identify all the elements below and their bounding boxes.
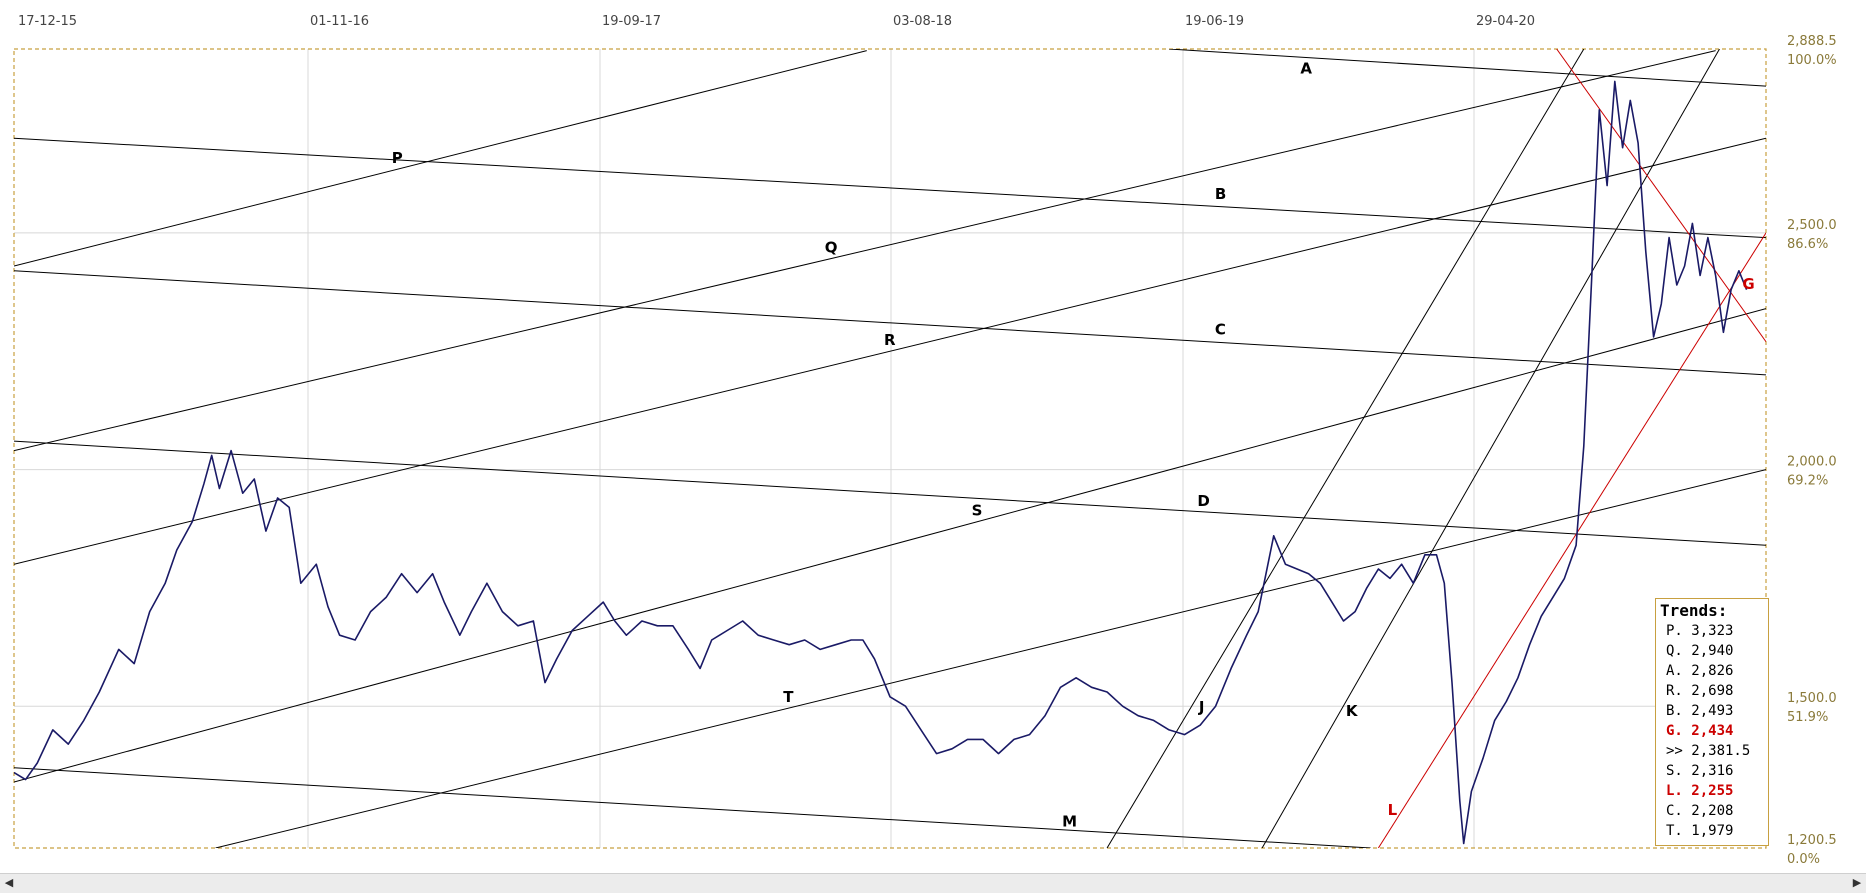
trend-entry: L. 2,255	[1666, 783, 1734, 799]
trendline-label-A: A	[1300, 60, 1312, 78]
trendline-B	[14, 137, 1766, 239]
trendline-label-K: K	[1346, 702, 1359, 720]
trend-entry: S. 2,316	[1666, 763, 1734, 779]
trendline-label-P: P	[392, 149, 403, 167]
y-tick-percent: 86.6%	[1787, 237, 1828, 252]
y-tick-label: 1,500.0	[1787, 691, 1837, 706]
trendline-label-M: M	[1062, 812, 1077, 830]
y-tick-label: 2,000.0	[1787, 455, 1837, 470]
trendline-label-D: D	[1197, 492, 1209, 510]
trendline-C	[14, 270, 1766, 376]
trend-entry: B. 2,493	[1666, 703, 1734, 719]
trend-entry: G. 2,434	[1666, 723, 1734, 739]
y-tick-percent: 0.0%	[1787, 852, 1820, 867]
x-tick-label: 03-08-18	[893, 14, 952, 29]
arrow-left-icon[interactable]: ◀	[4, 876, 14, 889]
x-tick-label: 19-09-17	[602, 14, 661, 29]
x-tick-label: 17-12-15	[18, 14, 77, 29]
trendline-label-Q: Q	[825, 239, 838, 257]
trendline-J	[1106, 49, 1585, 848]
trends-legend-title: Trends:	[1660, 601, 1728, 620]
y-tick-percent: 100.0%	[1787, 53, 1837, 68]
trends-legend: Trends: P. 3,323 Q. 2,940 A. 2,826 R. 2,698…	[1655, 598, 1769, 846]
y-tick-percent: 51.9%	[1787, 710, 1828, 725]
trendline-L	[1377, 232, 1766, 848]
price-chart: 17-12-15 01-11-16 19-09-17 03-08-18 19-06-19…	[13, 14, 1837, 867]
arrow-right-icon[interactable]: ▶	[1852, 876, 1862, 889]
trendline-M	[14, 767, 1371, 848]
trendline-A	[1169, 49, 1766, 87]
x-tick-label: 19-06-19	[1185, 14, 1244, 29]
horizontal-scrollbar[interactable]: ◀ ▶	[0, 873, 1866, 893]
plot-frame	[13, 48, 1767, 849]
trend-entry: A. 2,826	[1666, 663, 1734, 679]
trend-entry: Q. 2,940	[1666, 643, 1734, 659]
x-tick-label: 01-11-16	[310, 14, 369, 29]
trendline-label-C: C	[1215, 321, 1226, 339]
trendline-P	[14, 50, 867, 267]
trend-entry: T. 1,979	[1666, 823, 1734, 839]
price-series-line	[14, 80, 1748, 845]
trendline-Q	[14, 50, 1716, 452]
trendline-D	[14, 440, 1766, 546]
trendline-label-J: J	[1198, 698, 1205, 716]
y-tick-label: 2,888.5	[1787, 34, 1837, 49]
y-tick-label: 2,500.0	[1787, 218, 1837, 233]
trend-entry: R. 2,698	[1666, 683, 1734, 699]
y-tick-label: 1,200.5	[1787, 833, 1837, 848]
trendline-R	[14, 137, 1766, 565]
trendline-label-G: G	[1742, 275, 1754, 293]
trend-entry: >> 2,381.5	[1666, 743, 1751, 759]
trendline-label-L: L	[1388, 801, 1398, 819]
plot-area	[14, 49, 1766, 848]
trendline-T	[215, 469, 1766, 848]
trendline-K	[1261, 49, 1720, 848]
trendline-S	[14, 308, 1766, 783]
trendline-label-R: R	[884, 331, 896, 349]
x-tick-label: 29-04-20	[1476, 14, 1535, 29]
y-tick-percent: 69.2%	[1787, 474, 1828, 489]
trend-entry: C. 2,208	[1666, 803, 1734, 819]
trendline-label-B: B	[1215, 185, 1226, 203]
trend-entry: P. 3,323	[1666, 623, 1734, 639]
trendline-label-S: S	[972, 502, 983, 520]
trendline-label-T: T	[783, 688, 794, 706]
